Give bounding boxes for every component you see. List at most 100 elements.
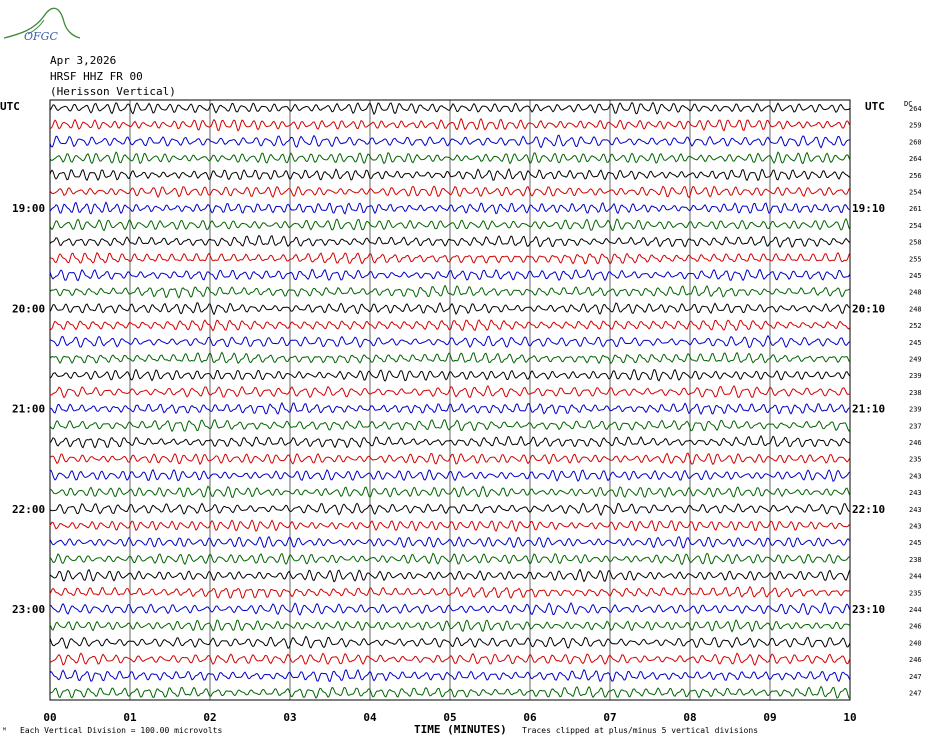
dc-offset-label: 254	[909, 189, 922, 197]
trace-line	[49, 368, 851, 382]
trace-line	[49, 485, 851, 498]
dc-offset-label: 246	[909, 439, 922, 447]
dc-offset-label: 245	[909, 539, 922, 547]
x-tick-label: 05	[443, 711, 456, 724]
right-hour-label: 22:10	[852, 503, 885, 516]
dc-offset-label: 243	[909, 489, 922, 497]
dc-offset-label: 249	[909, 356, 922, 364]
trace-line	[49, 434, 851, 449]
right-utc-label: UTC	[865, 100, 885, 113]
trace-line	[49, 268, 851, 282]
trace-line	[49, 568, 851, 583]
trace-line	[49, 218, 851, 232]
dc-offset-label: 238	[909, 556, 922, 564]
seismic-traces	[49, 101, 851, 699]
trace-line	[49, 101, 851, 116]
trace-line	[49, 552, 851, 566]
trace-line	[49, 652, 851, 666]
dc-offset-label: 255	[909, 255, 922, 263]
dc-offset-label: 239	[909, 372, 922, 380]
dc-offset-label: 260	[909, 138, 922, 146]
footer-scale-note: Each Vertical Division = 100.00 microvol…	[20, 726, 222, 735]
x-tick-label: 07	[603, 711, 616, 724]
trace-line	[49, 151, 851, 165]
dc-offset-label: 235	[909, 589, 922, 597]
dc-offset-label: 254	[909, 222, 922, 230]
dc-offset-label: 264	[909, 105, 922, 113]
trace-line	[49, 535, 851, 549]
station-label: HRSF HHZ FR 00	[50, 70, 143, 83]
dc-offset-label: 239	[909, 406, 922, 414]
trace-line	[49, 302, 851, 316]
right-hour-labels: 19:10 20:10 21:10 22:10 23:10	[852, 202, 885, 616]
dc-offset-label: 264	[909, 155, 922, 163]
x-tick-labels: 00 01 02 03 04 05 06 07 08 09 10	[43, 711, 856, 724]
trace-line	[49, 167, 851, 182]
trace-line	[49, 334, 851, 349]
x-tick-label: 10	[843, 711, 856, 724]
trace-line	[49, 635, 851, 649]
trace-line	[49, 234, 851, 248]
trace-line	[49, 468, 851, 482]
x-tick-label: 04	[363, 711, 377, 724]
dc-offset-label: 248	[909, 305, 922, 313]
trace-line	[49, 668, 851, 683]
trace-line	[49, 519, 851, 533]
left-hour-label: 23:00	[12, 603, 45, 616]
left-utc-label: UTC	[0, 100, 20, 113]
dc-offset-label: 246	[909, 623, 922, 631]
dc-offset-label: 256	[909, 172, 922, 180]
minute-gridlines	[129, 100, 771, 700]
dc-offset-label: 244	[909, 606, 922, 614]
site-label: (Herisson Vertical)	[50, 85, 176, 98]
dc-offset-label: 240	[909, 639, 922, 647]
logo-text: OFGC	[24, 30, 58, 43]
left-hour-label: 20:00	[12, 302, 45, 315]
right-hour-label: 21:10	[852, 403, 885, 416]
trace-line	[49, 251, 851, 265]
dc-offset-label: 244	[909, 573, 922, 581]
trace-line	[49, 185, 851, 199]
trace-line	[49, 319, 851, 332]
dc-offset-label: 259	[909, 122, 922, 130]
trace-line	[49, 419, 851, 433]
ofgc-logo: OFGC	[3, 7, 81, 43]
dc-column-label: DC	[904, 100, 912, 108]
x-tick-label: 03	[283, 711, 296, 724]
dc-offset-label: 237	[909, 422, 922, 430]
dc-offset-label: 261	[909, 205, 922, 213]
x-tick-label: 06	[523, 711, 537, 724]
trace-line	[49, 401, 851, 415]
x-tick-label: 00	[43, 711, 56, 724]
date-label: Apr 3,2026	[50, 54, 116, 67]
x-tick-label: 09	[763, 711, 776, 724]
dc-offset-labels: 264 259 260 264 256 254 261 254 258 255 245 248 248 2…	[909, 105, 922, 698]
x-tick-label: 02	[203, 711, 216, 724]
right-hour-label: 20:10	[852, 302, 885, 315]
trace-line	[49, 502, 851, 517]
dc-offset-label: 245	[909, 339, 922, 347]
trace-line	[49, 201, 851, 215]
left-hour-label: 22:00	[12, 503, 45, 516]
right-hour-label: 19:10	[852, 202, 885, 215]
trace-line	[49, 134, 851, 149]
logo-mountain-inner-icon	[27, 19, 45, 35]
dc-offset-label: 247	[909, 673, 922, 681]
left-hour-labels: 19:00 20:00 21:00 22:00 23:00	[12, 202, 45, 616]
trace-line	[49, 117, 851, 132]
trace-line	[49, 452, 851, 466]
dc-offset-label: 258	[909, 239, 922, 247]
dc-offset-label: 238	[909, 389, 922, 397]
x-axis-title: TIME (MINUTES)	[414, 723, 507, 736]
dc-offset-label: 248	[909, 289, 922, 297]
right-hour-label: 23:10	[852, 603, 885, 616]
left-hour-label: 21:00	[12, 403, 45, 416]
trace-line	[49, 585, 851, 599]
left-hour-label: 19:00	[12, 202, 45, 215]
logo-mountain-icon	[3, 7, 81, 39]
dc-offset-label: 245	[909, 272, 922, 280]
dc-offset-label: 243	[909, 506, 922, 514]
dc-offset-label: 235	[909, 456, 922, 464]
